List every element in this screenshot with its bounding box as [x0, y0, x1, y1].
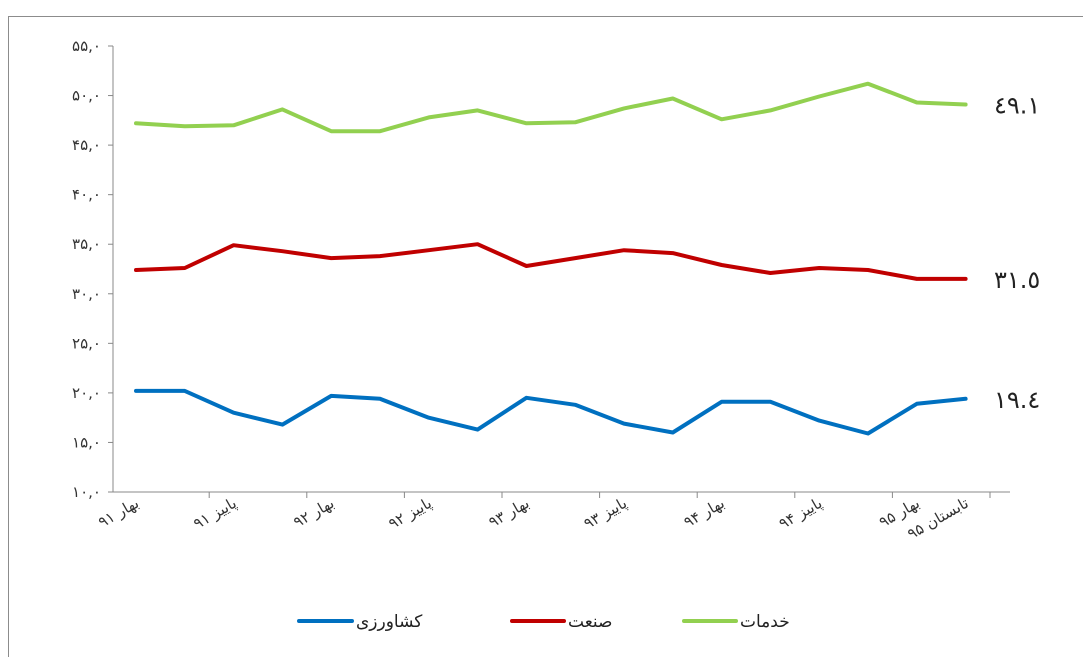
series-line-خدمات: [134, 81, 968, 134]
x-tick-label: پاییز ۹۴: [776, 494, 826, 534]
series-line-صنعت: [134, 242, 968, 281]
series-lines: [134, 81, 968, 436]
y-tick-label: ۵۵,۰: [72, 37, 101, 55]
x-tick-label: بهار ۹۴: [681, 494, 728, 531]
legend: کشاورزی خدمات صنعت: [297, 612, 790, 632]
y-axis-ticks: ۱۰,۰ ۱۵,۰ ۲۰,۰ ۲۵,۰ ۳۰,۰ ۳۵,۰ ۴۰,۰ ۴۵,۰ ۵۰,۰ ۵۵,۰: [72, 37, 113, 501]
x-tick-label: بهار ۹۱: [95, 494, 142, 531]
y-tick-label: ۴۵,۰: [72, 136, 101, 154]
series-line-کشاورزی: [134, 388, 968, 436]
y-tick-label: ۲۰,۰: [72, 384, 101, 402]
y-tick-label: ۱۰,۰: [72, 483, 101, 501]
series-end-labels: ٤٩.١ ۳۱.٥ ۱۹.٤: [994, 91, 1040, 413]
y-tick-label: ۱۵,۰: [72, 433, 101, 451]
x-tick-label: بهار ۹۲: [290, 494, 337, 531]
x-tick-label: پاییز ۹۳: [581, 494, 631, 534]
x-tick-label: پاییز ۹۱: [190, 494, 240, 534]
series-end-label: ۱۹.٤: [994, 386, 1040, 414]
legend-label: خدمات: [740, 612, 790, 632]
series-end-label: ۳۱.٥: [994, 266, 1040, 294]
x-axis-ticks: بهار ۹۱ پاییز ۹۱ بهار ۹۲ پاییز ۹۲ بهار ۹۳ پای…: [95, 492, 991, 543]
axes: [112, 46, 1010, 493]
series-end-label: ٤٩.١: [994, 91, 1040, 119]
x-tick-label: پاییز ۹۲: [385, 494, 435, 534]
chart-frame: [8, 16, 1083, 657]
y-tick-label: ۴۰,۰: [72, 186, 101, 204]
y-tick-label: ۵۰,۰: [72, 87, 101, 105]
y-tick-label: ۳۰,۰: [72, 285, 101, 303]
x-tick-label: بهار ۹۳: [485, 494, 532, 531]
legend-label: کشاورزی: [356, 612, 423, 632]
y-tick-label: ۲۵,۰: [72, 334, 101, 352]
legend-label: صنعت: [568, 612, 612, 632]
y-tick-label: ۳۵,۰: [72, 235, 101, 253]
